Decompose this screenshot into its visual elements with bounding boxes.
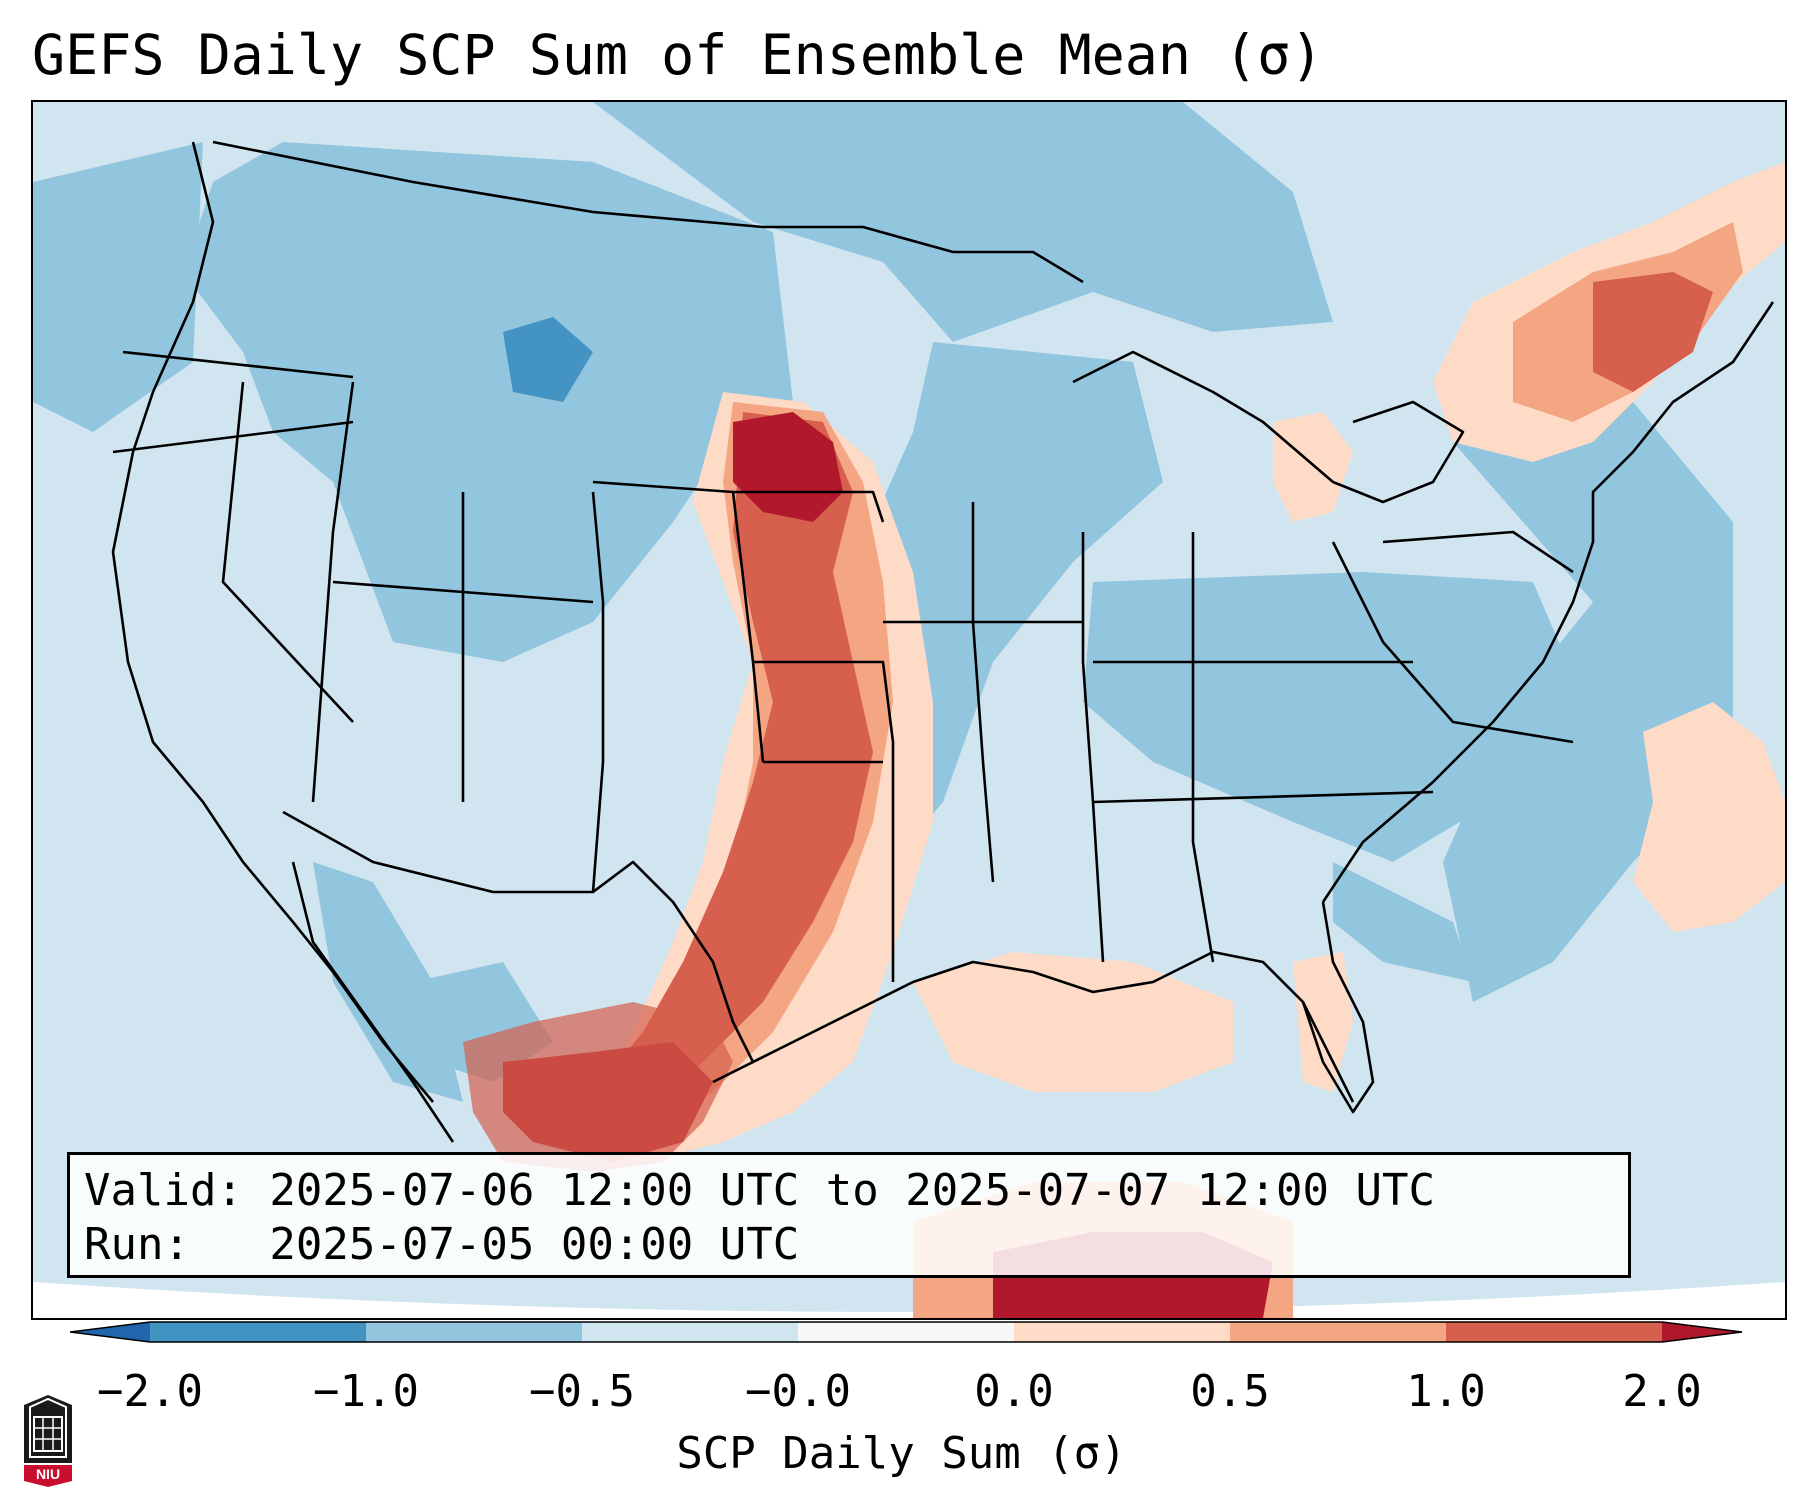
- run-line: Run: 2025-07-05 00:00 UTC: [84, 1219, 800, 1270]
- area-gulf-light: [913, 952, 1233, 1092]
- colorbar-label: SCP Daily Sum (σ): [676, 1428, 1127, 1479]
- valid-line: Valid: 2025-07-06 12:00 UTC to 2025-07-0…: [84, 1165, 1436, 1216]
- area-northern-rockies: [183, 142, 793, 662]
- area-atlantic: [1443, 402, 1733, 1002]
- area-baja: [313, 862, 463, 1102]
- area-ohio-valley: [1083, 572, 1593, 862]
- coastline-florida: [1301, 901, 1375, 1114]
- valid-time-info-box: Valid: 2025-07-06 12:00 UTC to 2025-07-0…: [67, 1152, 1631, 1278]
- colorbar-tick-label: 0.0: [974, 1366, 1054, 1417]
- map-panel: [31, 100, 1787, 1320]
- area-montana-low: [503, 317, 593, 402]
- state-borders: [112, 350, 1574, 982]
- border-canada: [212, 140, 1084, 284]
- colorbar-tick-label: −2.0: [97, 1366, 203, 1417]
- colorbar-tick-label: 2.0: [1622, 1366, 1702, 1417]
- border-mexico: [282, 810, 755, 1063]
- area-atlantic-light: [1633, 702, 1785, 932]
- map-boundaries: [111, 140, 1775, 1143]
- colorbar-bin-4: [798, 1322, 1014, 1342]
- area-maine-strong: [1593, 272, 1713, 392]
- area-pacific-nw: [33, 142, 203, 432]
- area-gulf-coast: [1333, 862, 1473, 982]
- area-michigan: [1273, 412, 1353, 522]
- projection-edge: [33, 1282, 1785, 1318]
- map-canvas: [33, 102, 1785, 1318]
- colorbar-under-triangle: [70, 1322, 150, 1342]
- colorbar-bin-1: [150, 1322, 366, 1342]
- colorbar-over-triangle: [1662, 1322, 1742, 1342]
- coastline-great-lakes: [1072, 350, 1465, 504]
- colorbar-tick-label: −0.5: [529, 1366, 635, 1417]
- colorbar-tick-label: 0.5: [1190, 1366, 1270, 1417]
- colorbar-bin-6: [1230, 1322, 1446, 1342]
- area-canada-prairies: [593, 102, 1333, 342]
- coastline-baja: [291, 861, 455, 1143]
- page-title: GEFS Daily SCP Sum of Ensemble Mean (σ): [32, 23, 1324, 87]
- colorbar-bin-7: [1446, 1322, 1662, 1342]
- niu-logo: NIU: [24, 1395, 72, 1487]
- area-plains-strong: [593, 412, 873, 1112]
- area-bahamas-light: [1293, 952, 1353, 1092]
- coastline-pacific: [111, 141, 434, 1103]
- colorbar-tick-label: −0.0: [745, 1366, 851, 1417]
- area-dakotas-max: [733, 412, 843, 522]
- colorbar-bin-2: [366, 1322, 582, 1342]
- colorbar-bin-3: [582, 1322, 798, 1342]
- colorbar: [70, 1321, 1743, 1343]
- strong-negative-areas: [503, 317, 593, 402]
- colorbar-tick-label: 1.0: [1406, 1366, 1486, 1417]
- logo-text: NIU: [36, 1466, 60, 1482]
- colorbar-tick-label: −1.0: [313, 1366, 419, 1417]
- colorbar-outline: [70, 1321, 1743, 1343]
- area-mexico-strong: [463, 1002, 733, 1172]
- colorbar-bin-5: [1014, 1322, 1230, 1342]
